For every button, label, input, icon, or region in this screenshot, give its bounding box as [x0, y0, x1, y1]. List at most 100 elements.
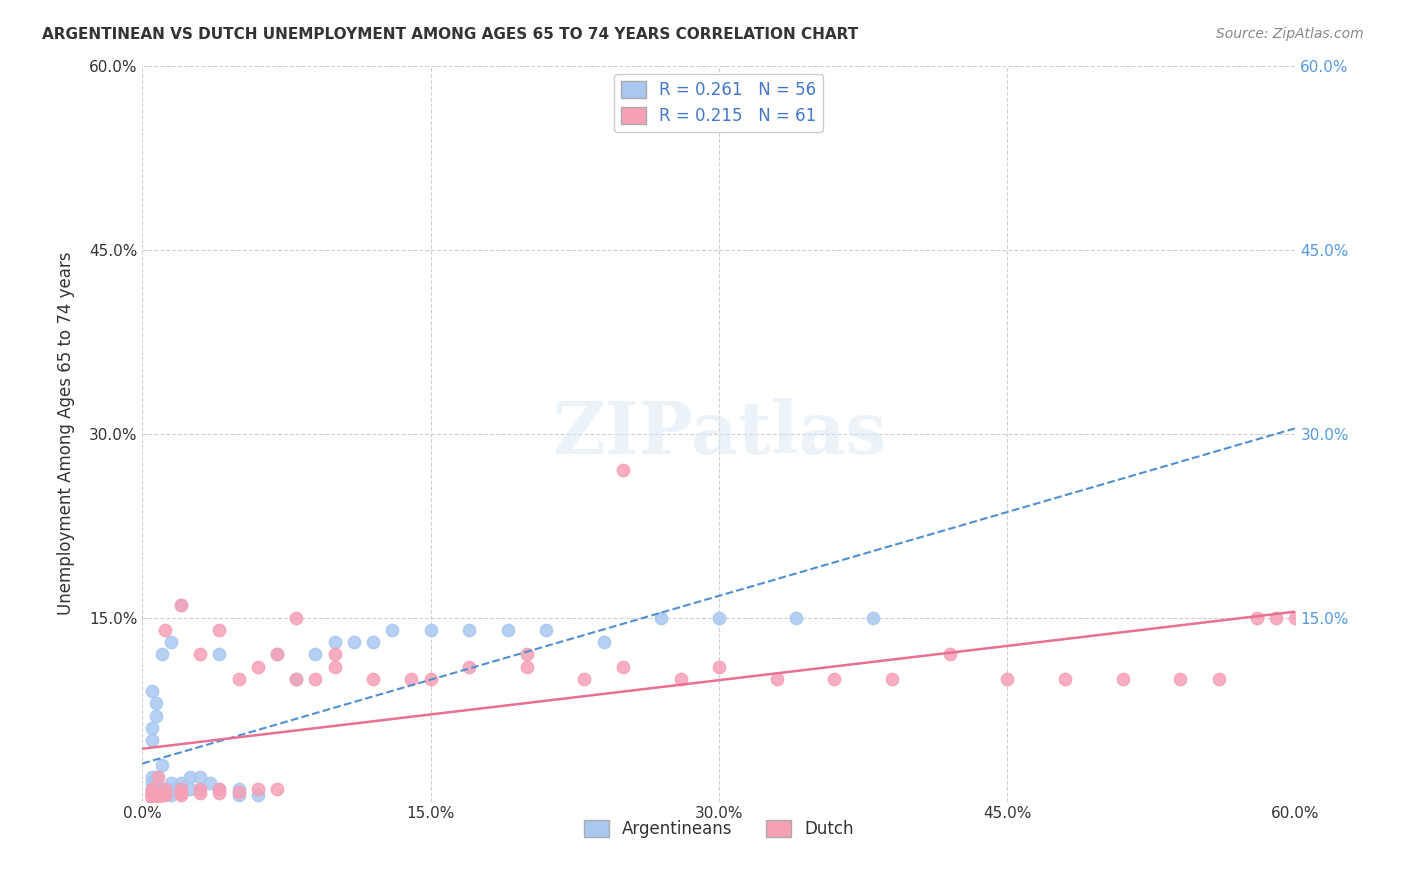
Point	[150, 786, 173, 800]
Point	[145, 782, 167, 797]
Point	[1111, 672, 1133, 686]
Point	[401, 672, 423, 686]
Point	[266, 782, 288, 797]
Point	[534, 623, 557, 637]
Point	[304, 672, 326, 686]
Point	[145, 708, 167, 723]
Point	[150, 782, 173, 797]
Point	[141, 684, 163, 698]
Point	[323, 659, 346, 673]
Point	[141, 789, 163, 804]
Point	[285, 672, 308, 686]
Point	[208, 782, 231, 797]
Point	[141, 789, 163, 803]
Point	[170, 776, 193, 790]
Point	[155, 623, 177, 637]
Point	[141, 786, 163, 800]
Point	[862, 610, 884, 624]
Point	[823, 672, 845, 686]
Point	[146, 785, 169, 799]
Point	[1246, 610, 1268, 624]
Point	[179, 782, 201, 797]
Point	[323, 648, 346, 662]
Point	[198, 776, 221, 790]
Point	[170, 782, 193, 797]
Point	[938, 648, 960, 662]
Point	[145, 770, 167, 784]
Point	[145, 789, 167, 803]
Point	[208, 648, 231, 662]
Point	[516, 659, 538, 673]
Point	[160, 782, 183, 797]
Point	[228, 672, 250, 686]
Legend: Argentineans, Dutch: Argentineans, Dutch	[578, 814, 860, 845]
Point	[612, 659, 634, 673]
Point	[141, 782, 163, 797]
Text: ARGENTINEAN VS DUTCH UNEMPLOYMENT AMONG AGES 65 TO 74 YEARS CORRELATION CHART: ARGENTINEAN VS DUTCH UNEMPLOYMENT AMONG …	[42, 27, 859, 42]
Point	[707, 659, 730, 673]
Point	[141, 789, 163, 803]
Text: ZIPatlas: ZIPatlas	[553, 398, 886, 469]
Point	[146, 789, 169, 803]
Point	[785, 610, 807, 624]
Point	[266, 648, 288, 662]
Point	[208, 786, 231, 800]
Point	[361, 672, 384, 686]
Point	[141, 787, 163, 801]
Point	[496, 623, 519, 637]
Point	[141, 733, 163, 747]
Point	[1265, 610, 1288, 624]
Point	[381, 623, 404, 637]
Point	[612, 463, 634, 477]
Point	[170, 599, 193, 613]
Point	[266, 648, 288, 662]
Point	[160, 776, 183, 790]
Point	[146, 787, 169, 801]
Point	[228, 785, 250, 799]
Point	[141, 785, 163, 799]
Point	[150, 757, 173, 772]
Point	[574, 672, 596, 686]
Point	[228, 789, 250, 803]
Point	[160, 635, 183, 649]
Point	[304, 648, 326, 662]
Point	[141, 789, 163, 803]
Point	[246, 659, 269, 673]
Point	[285, 610, 308, 624]
Point	[150, 789, 173, 803]
Point	[1168, 672, 1191, 686]
Point	[170, 599, 193, 613]
Point	[208, 623, 231, 637]
Point	[188, 648, 211, 662]
Point	[146, 789, 169, 804]
Point	[188, 770, 211, 784]
Point	[141, 770, 163, 784]
Point	[707, 610, 730, 624]
Point	[188, 782, 211, 797]
Y-axis label: Unemployment Among Ages 65 to 74 years: Unemployment Among Ages 65 to 74 years	[58, 252, 75, 615]
Point	[141, 786, 163, 800]
Point	[179, 770, 201, 784]
Point	[160, 789, 183, 803]
Point	[361, 635, 384, 649]
Point	[1208, 672, 1230, 686]
Point	[1053, 672, 1076, 686]
Point	[141, 789, 163, 803]
Point	[188, 786, 211, 800]
Point	[188, 782, 211, 797]
Point	[285, 672, 308, 686]
Point	[141, 776, 163, 790]
Point	[155, 787, 177, 801]
Point	[419, 672, 441, 686]
Point	[141, 782, 163, 797]
Point	[145, 780, 167, 794]
Point	[170, 789, 193, 803]
Point	[246, 789, 269, 803]
Point	[155, 782, 177, 797]
Point	[145, 786, 167, 800]
Point	[145, 789, 167, 803]
Point	[208, 782, 231, 797]
Point	[650, 610, 672, 624]
Point	[458, 659, 481, 673]
Point	[141, 782, 163, 797]
